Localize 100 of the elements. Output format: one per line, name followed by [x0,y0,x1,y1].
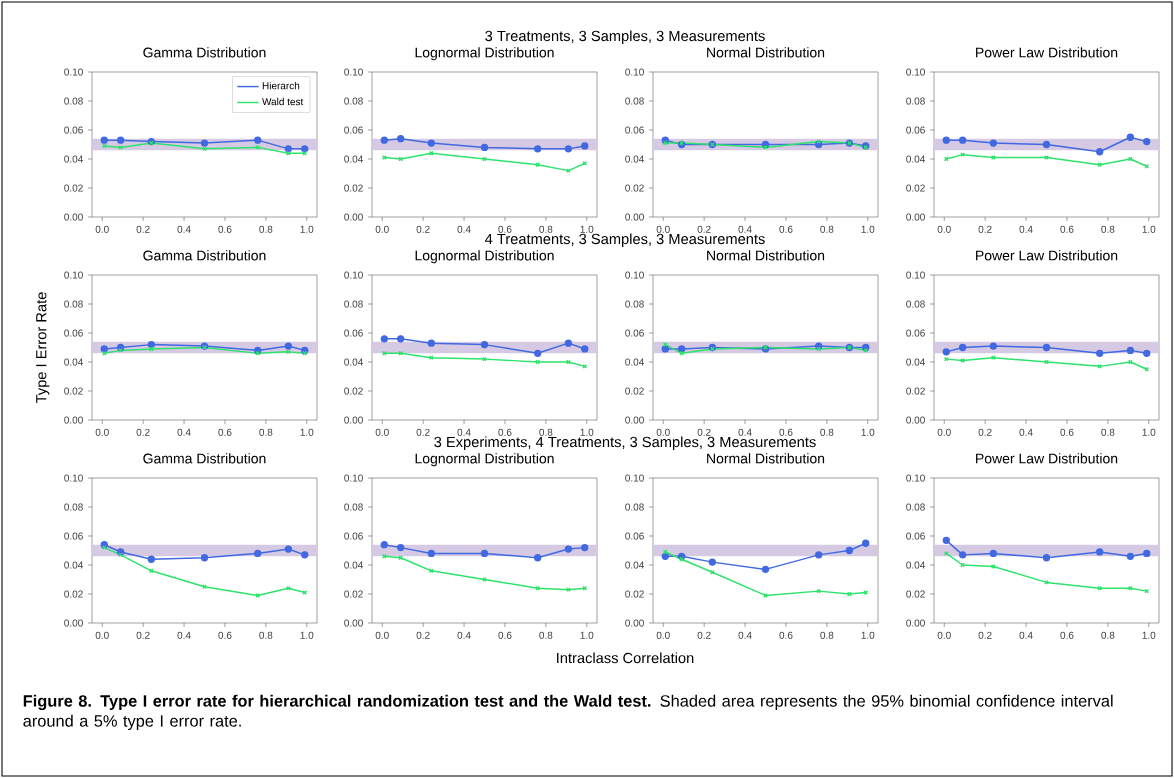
x-tick-label: 1.0 [580,225,594,233]
y-tick-label: 0.02 [344,184,363,192]
y-tick-label: 0.04 [625,155,644,163]
chart-title: Gamma Distribution [143,250,266,261]
x-tick-label: 0.4 [738,225,752,233]
y-axis-title: Type I Error Rate [36,292,50,404]
chart-title: Power Law Distribution [976,453,1118,464]
y-tick-label: 0.10 [625,68,644,76]
x-tick-label: 0.6 [498,225,512,233]
x-tick-label: 0.8 [820,631,834,639]
x-tick-label: 0.4 [1019,225,1033,233]
y-tick-label: 0.08 [64,503,83,511]
y-tick-label: 0.06 [344,126,363,134]
x-tick-label: 0.4 [1019,631,1033,639]
x-tick-label: 0.0 [937,225,951,233]
x-tick-label: 1.0 [580,428,594,436]
x-tick-label: 0.6 [218,428,232,436]
y-tick-label: 0.00 [906,416,925,424]
x-tick-label: 0.2 [978,225,992,233]
y-tick-label: 0.10 [344,68,363,76]
x-tick-label: 0.0 [95,428,109,436]
y-tick-label: 0.00 [344,213,363,221]
chart-title: Lognormal Distribution [415,250,554,264]
x-tick-label: 0.8 [539,225,553,233]
y-tick-label: 0.08 [625,300,644,308]
y-tick-label: 0.10 [64,68,83,76]
x-tick-label: 0.2 [416,631,430,639]
text: Figure 8. Type I error rate for hierarchical randomization test and the Wald test. Shaded area represents the 95% binomial confidence interval around a 5% type I error rate. [23,694,1113,731]
x-tick-label: 0.8 [539,631,553,639]
x-tick-label: 0.2 [697,225,711,233]
y-tick-label: 0.00 [64,619,83,627]
x-tick-label: 0.0 [375,631,389,639]
y-tick-label: 0.04 [64,358,83,366]
x-tick-label: 0.8 [259,225,273,233]
x-tick-label: 0.6 [1060,225,1074,233]
text: 3 Experiments, 4 Treatments, 3 Samples, 3 Measurements [434,436,816,451]
x-tick-label: 0.8 [820,225,834,233]
y-tick-label: 0.02 [64,184,83,192]
x-tick-label: 0.0 [937,428,951,436]
x-tick-label: 0.8 [1101,428,1115,436]
x-tick-label: 1.0 [300,225,314,233]
x-tick-label: 0.0 [95,631,109,639]
x-tick-label: 0.2 [697,428,711,436]
y-tick-label: 0.06 [906,126,925,134]
x-tick-label: 1.0 [300,428,314,436]
y-tick-label: 0.08 [625,97,644,105]
y-tick-label: 0.10 [906,68,925,76]
x-tick-label: 0.4 [177,631,191,639]
x-tick-label: 0.4 [457,428,471,436]
y-tick-label: 0.00 [906,213,925,221]
x-tick-label: 0.8 [820,428,834,436]
x-tick-label: 0.6 [779,428,793,436]
x-tick-label: 1.0 [1142,225,1156,233]
chart-title: Lognormal Distribution [415,47,554,61]
text: 3 Treatments, 3 Samples, 3 Measurements [485,30,765,45]
y-tick-label: 0.02 [625,387,644,395]
x-tick-label: 0.6 [498,428,512,436]
chart-title: Normal Distribution [707,453,825,464]
y-tick-label: 0.04 [344,358,363,366]
y-tick-label: 0.00 [625,213,644,221]
chart-title: Power Law Distribution [976,250,1118,261]
y-tick-label: 0.08 [906,97,925,105]
y-tick-label: 0.06 [906,329,925,337]
y-tick-label: 0.06 [625,532,644,540]
y-tick-label: 0.02 [906,590,925,598]
y-tick-label: 0.02 [344,387,363,395]
chart-title: Power Law Distribution [976,47,1118,58]
x-tick-label: 0.2 [136,428,150,436]
x-tick-label: 0.6 [498,631,512,639]
x-tick-label: 0.0 [656,225,670,233]
x-tick-label: 0.2 [978,631,992,639]
x-tick-label: 0.2 [416,428,430,436]
y-tick-label: 0.06 [906,532,925,540]
y-tick-label: 0.08 [344,300,363,308]
y-tick-label: 0.00 [625,416,644,424]
y-tick-label: 0.00 [906,619,925,627]
x-tick-label: 0.0 [937,631,951,639]
x-tick-label: 0.6 [779,631,793,639]
legend-label: Wald test [262,97,304,106]
x-tick-label: 0.0 [656,428,670,436]
y-tick-label: 0.04 [344,155,363,163]
y-tick-label: 0.04 [64,155,83,163]
y-tick-label: 0.04 [906,155,926,163]
y-tick-label: 0.00 [64,416,83,424]
y-tick-label: 0.08 [64,97,83,105]
y-tick-label: 0.06 [64,126,83,134]
x-tick-label: 1.0 [1142,631,1156,639]
x-tick-label: 0.0 [375,428,389,436]
chart-title: Lognormal Distribution [415,453,554,467]
y-tick-label: 0.00 [625,619,644,627]
x-tick-label: 0.4 [1019,428,1033,436]
x-tick-label: 0.6 [779,225,793,233]
y-tick-label: 0.00 [344,619,363,627]
y-tick-label: 0.10 [625,474,644,482]
y-tick-label: 0.08 [344,503,363,511]
y-tick-label: 0.06 [344,329,363,337]
y-tick-label: 0.00 [344,416,363,424]
x-tick-label: 0.8 [259,428,273,436]
text: 4 Treatments, 3 Samples, 3 Measurements [485,233,765,248]
y-tick-label: 0.10 [906,271,925,279]
